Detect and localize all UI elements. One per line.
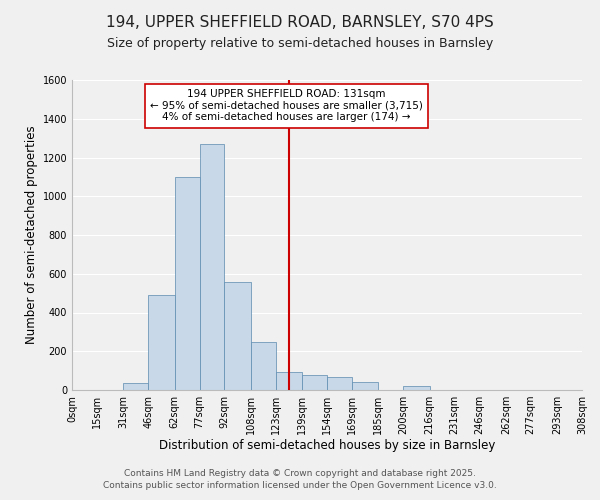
Y-axis label: Number of semi-detached properties: Number of semi-detached properties	[25, 126, 38, 344]
Bar	[124, 383, 148, 390]
Bar	[251, 342, 275, 390]
Text: Contains HM Land Registry data © Crown copyright and database right 2025.
Contai: Contains HM Land Registry data © Crown c…	[103, 469, 497, 490]
Bar	[199, 144, 224, 390]
Bar	[148, 295, 175, 390]
Text: 194 UPPER SHEFFIELD ROAD: 131sqm
← 95% of semi-detached houses are smaller (3,71: 194 UPPER SHEFFIELD ROAD: 131sqm ← 95% o…	[150, 90, 422, 122]
Bar	[302, 374, 327, 390]
X-axis label: Distribution of semi-detached houses by size in Barnsley: Distribution of semi-detached houses by …	[159, 438, 495, 452]
Bar	[224, 282, 251, 390]
Bar	[352, 382, 379, 390]
Text: 194, UPPER SHEFFIELD ROAD, BARNSLEY, S70 4PS: 194, UPPER SHEFFIELD ROAD, BARNSLEY, S70…	[106, 15, 494, 30]
Bar	[275, 372, 302, 390]
Bar	[327, 378, 352, 390]
Text: Size of property relative to semi-detached houses in Barnsley: Size of property relative to semi-detach…	[107, 38, 493, 51]
Bar	[403, 386, 430, 390]
Bar	[175, 177, 199, 390]
